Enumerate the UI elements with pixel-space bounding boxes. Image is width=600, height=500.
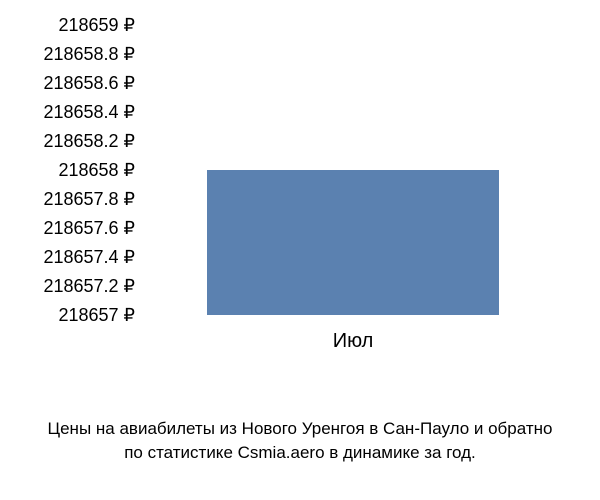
y-tick: 218658.8 ₽	[0, 45, 135, 63]
bar-jul	[207, 170, 499, 315]
chart-container: 218659 ₽ 218658.8 ₽ 218658.6 ₽ 218658.4 …	[0, 20, 600, 400]
caption-line-1: Цены на авиабилеты из Нового Уренгоя в С…	[48, 419, 553, 438]
chart-caption: Цены на авиабилеты из Нового Уренгоя в С…	[0, 417, 600, 465]
plot-area: Июл	[145, 20, 575, 340]
y-tick: 218657.2 ₽	[0, 277, 135, 295]
y-tick: 218658.2 ₽	[0, 132, 135, 150]
y-tick: 218659 ₽	[0, 16, 135, 34]
y-tick: 218658 ₽	[0, 161, 135, 179]
caption-line-2: по статистике Csmia.aero в динамике за г…	[124, 443, 476, 462]
y-axis: 218659 ₽ 218658.8 ₽ 218658.6 ₽ 218658.4 …	[0, 20, 135, 340]
y-tick: 218657.4 ₽	[0, 248, 135, 266]
y-tick: 218658.6 ₽	[0, 74, 135, 92]
y-tick: 218657 ₽	[0, 306, 135, 324]
y-tick: 218657.8 ₽	[0, 190, 135, 208]
y-tick: 218658.4 ₽	[0, 103, 135, 121]
y-tick: 218657.6 ₽	[0, 219, 135, 237]
x-axis-label: Июл	[333, 330, 374, 353]
